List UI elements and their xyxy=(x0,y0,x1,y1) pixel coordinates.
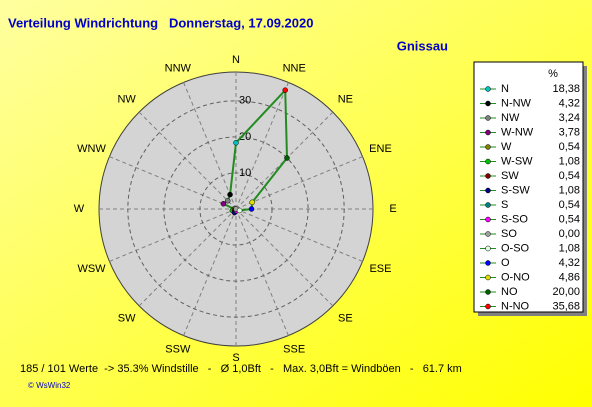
legend-swatch xyxy=(485,289,491,295)
legend-swatch xyxy=(485,187,491,194)
legend-label: W xyxy=(501,141,512,153)
marker xyxy=(227,191,233,198)
direction-label: SSE xyxy=(283,343,305,355)
legend-label: S-SO xyxy=(501,213,528,225)
legend-label: O-SO xyxy=(501,242,530,254)
spoke xyxy=(183,208,237,336)
legend-label: O xyxy=(501,257,510,269)
legend-value: 1,08 xyxy=(559,155,580,167)
chart-title: Verteilung Windrichtung Donnerstag, 17.0… xyxy=(8,15,313,30)
legend-swatch xyxy=(485,144,491,150)
legend-value: 0,00 xyxy=(559,228,580,240)
spoke xyxy=(235,156,363,210)
legend-label: NW xyxy=(501,112,520,124)
spoke xyxy=(235,208,363,262)
legend-swatch xyxy=(485,86,491,92)
legend-swatch xyxy=(485,231,491,237)
spoke xyxy=(109,208,237,262)
marker xyxy=(220,201,227,207)
spoke xyxy=(138,111,237,210)
direction-label: ENE xyxy=(369,143,392,155)
spoke xyxy=(235,82,289,210)
direction-label: SSW xyxy=(165,343,191,355)
direction-label: S xyxy=(232,352,239,364)
marker xyxy=(284,155,290,161)
spoke xyxy=(235,208,289,336)
station: Gnissau xyxy=(397,38,448,53)
marker xyxy=(249,199,255,206)
legend-value: 3,78 xyxy=(559,126,580,138)
legend-value: 0,54 xyxy=(559,141,580,153)
legend-label: O-NO xyxy=(501,271,530,283)
spoke xyxy=(183,82,237,210)
legend-value: 3,24 xyxy=(559,112,580,124)
marker xyxy=(236,207,243,214)
marker xyxy=(233,139,239,146)
legend-label: S-SW xyxy=(501,184,530,196)
r-tick-label: 20 xyxy=(239,131,251,143)
direction-label: E xyxy=(389,203,396,215)
legend-label: S xyxy=(501,199,508,211)
legend-value: 1,08 xyxy=(559,184,580,196)
spoke xyxy=(235,208,334,307)
marker xyxy=(282,87,288,93)
legend-label: W-NW xyxy=(501,126,534,138)
legend-value: 4,86 xyxy=(559,271,580,283)
r-tick-label: 30 xyxy=(239,95,251,107)
legend-value: 4,32 xyxy=(559,257,580,269)
direction-label: SW xyxy=(118,312,136,324)
direction-label: ESE xyxy=(369,263,391,275)
legend-label: SO xyxy=(501,228,517,240)
marker xyxy=(224,197,231,204)
legend-label: SW xyxy=(501,170,519,182)
grid-ring xyxy=(163,136,309,282)
legend-swatch xyxy=(485,173,491,179)
legend-swatch xyxy=(485,245,491,252)
direction-label: SE xyxy=(338,312,353,324)
direction-label: NW xyxy=(117,94,136,106)
legend-swatch xyxy=(485,260,491,266)
legend-label: W-SW xyxy=(501,155,533,167)
grid-ring xyxy=(199,172,273,246)
legend-swatch xyxy=(485,303,491,310)
direction-label: NNE xyxy=(283,62,306,74)
r-tick-label: 10 xyxy=(239,167,251,179)
legend-label: N xyxy=(501,83,509,95)
marker xyxy=(248,206,255,212)
legend-swatch xyxy=(485,274,491,281)
legend-label: N-NW xyxy=(501,97,532,109)
legend-value: 35,68 xyxy=(552,300,580,312)
legend-value: 0,54 xyxy=(559,199,580,211)
direction-label: NE xyxy=(338,94,353,106)
direction-label: WNW xyxy=(77,143,106,155)
legend-label: NO xyxy=(501,286,518,298)
legend-value: 0,54 xyxy=(559,170,580,182)
direction-label: W xyxy=(74,203,85,215)
legend-label: N-NO xyxy=(501,300,530,312)
legend-swatch xyxy=(485,100,491,107)
credit: © WsWin32 xyxy=(28,381,71,390)
legend-swatch xyxy=(485,115,491,121)
spoke xyxy=(109,156,237,210)
spoke xyxy=(138,208,237,307)
legend-swatch xyxy=(485,216,491,223)
footer: 185 / 101 Werte -> 35.3% Windstille - Ø … xyxy=(20,363,462,375)
legend-value: 1,08 xyxy=(559,242,580,254)
legend-value: 20,00 xyxy=(552,286,580,298)
legend-value: 0,54 xyxy=(559,213,580,225)
legend-swatch xyxy=(485,129,491,136)
spoke xyxy=(235,111,334,210)
grid-ring xyxy=(127,100,345,318)
legend-swatch xyxy=(485,158,491,165)
direction-label: N xyxy=(232,54,240,66)
direction-label: NNW xyxy=(165,62,192,74)
legend-swatch xyxy=(485,202,491,208)
direction-label: WSW xyxy=(77,263,106,275)
legend-value: 18,38 xyxy=(552,83,580,95)
legend-value: 4,32 xyxy=(559,97,580,109)
legend-header: % xyxy=(548,68,558,80)
